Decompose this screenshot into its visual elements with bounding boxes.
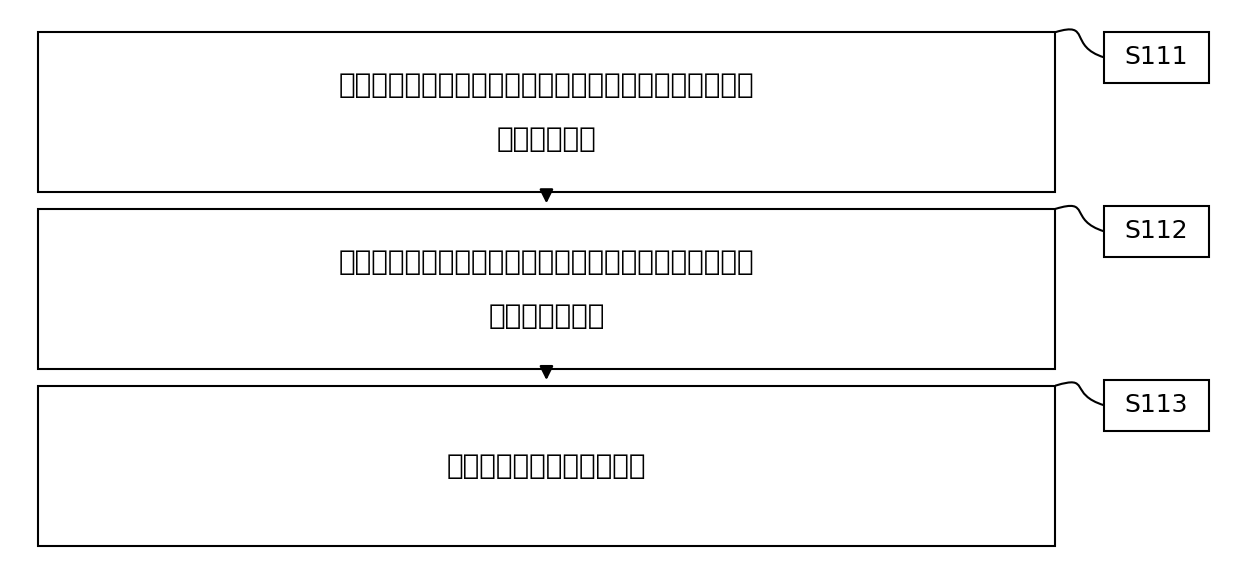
Text: 接收输入的三维曲面工件的理论模型，在其上设置多个所: 接收输入的三维曲面工件的理论模型，在其上设置多个所 bbox=[339, 71, 754, 99]
FancyBboxPatch shape bbox=[37, 209, 1055, 369]
Text: 以任一关键特征点为中心，在所述关键特征点的局部邻域: 以任一关键特征点为中心，在所述关键特征点的局部邻域 bbox=[339, 248, 754, 276]
Text: 内截取面片特征: 内截取面片特征 bbox=[489, 302, 605, 330]
Text: 在面片特征上生成网格点阵: 在面片特征上生成网格点阵 bbox=[446, 451, 646, 480]
FancyBboxPatch shape bbox=[1105, 380, 1209, 431]
FancyBboxPatch shape bbox=[37, 386, 1055, 546]
Text: S113: S113 bbox=[1125, 393, 1188, 417]
Text: 述关键特征点: 述关键特征点 bbox=[496, 125, 596, 153]
Text: S111: S111 bbox=[1125, 45, 1188, 70]
FancyBboxPatch shape bbox=[37, 32, 1055, 192]
FancyBboxPatch shape bbox=[1105, 206, 1209, 256]
FancyBboxPatch shape bbox=[1105, 32, 1209, 83]
Text: S112: S112 bbox=[1125, 220, 1188, 243]
